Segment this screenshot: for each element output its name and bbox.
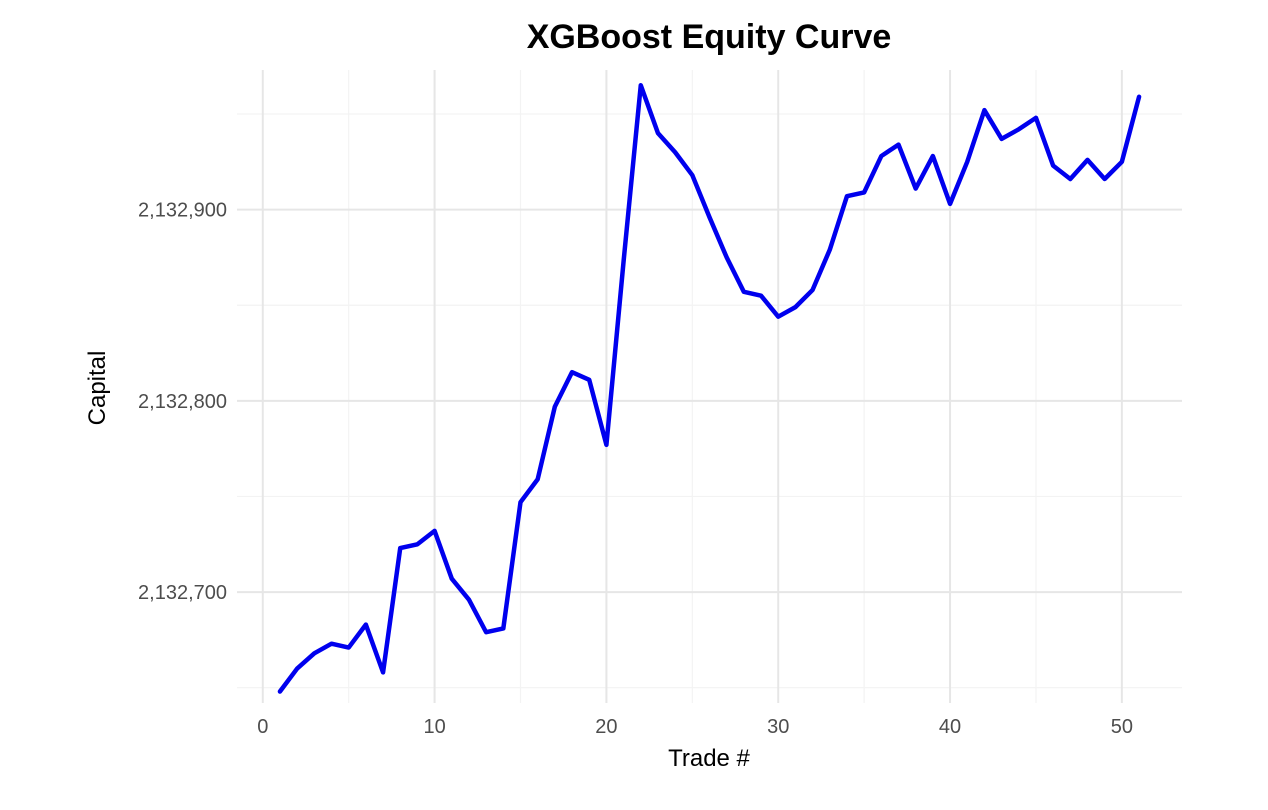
x-tick-label: 40 [939, 716, 961, 738]
y-axis-ticks: 2,132,700 2,132,800 2,132,900 [138, 200, 227, 604]
x-tick-label: 10 [423, 716, 445, 738]
x-axis-label: Trade # [668, 745, 750, 772]
series-layer [277, 83, 1142, 694]
y-tick-label: 2,132,800 [138, 391, 227, 413]
x-tick-label: 20 [595, 716, 617, 738]
x-tick-label: 30 [767, 716, 789, 738]
chart-title: XGBoost Equity Curve [527, 18, 892, 56]
x-tick-label: 0 [257, 716, 268, 738]
x-tick-label: 50 [1111, 716, 1133, 738]
x-axis-ticks: 0 10 20 30 40 50 [257, 716, 1133, 738]
y-axis-label: Capital [84, 351, 111, 426]
y-tick-label: 2,132,900 [138, 200, 227, 222]
y-tick-label: 2,132,700 [138, 582, 227, 604]
